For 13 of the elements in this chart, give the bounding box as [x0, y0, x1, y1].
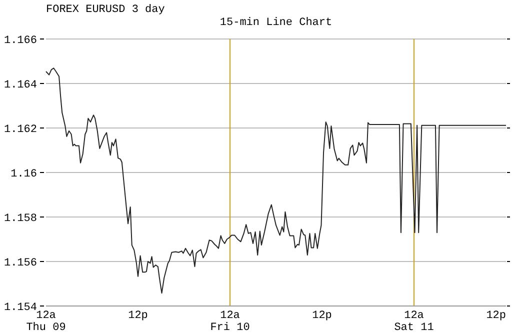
y-tick-label: 1.166	[4, 35, 37, 47]
chart-title: FOREX EURUSD 3 day	[46, 4, 166, 16]
x-tick-label: 12p	[486, 310, 506, 322]
y-tick-label: 1.16	[10, 168, 37, 180]
y-tick-label: 1.164	[4, 80, 38, 92]
x-tick-label: 12a Fri 10	[210, 310, 250, 334]
chart-subtitle: 15-min Line Chart	[220, 17, 332, 29]
y-tick-label: 1.158	[4, 213, 37, 225]
x-tick-label: 12p	[312, 310, 332, 322]
x-tick-label: 12a Sat 11	[394, 310, 434, 334]
y-tick-label: 1.156	[4, 258, 37, 270]
x-tick-label: 12p	[128, 310, 148, 322]
y-tick-label: 1.162	[4, 124, 37, 136]
